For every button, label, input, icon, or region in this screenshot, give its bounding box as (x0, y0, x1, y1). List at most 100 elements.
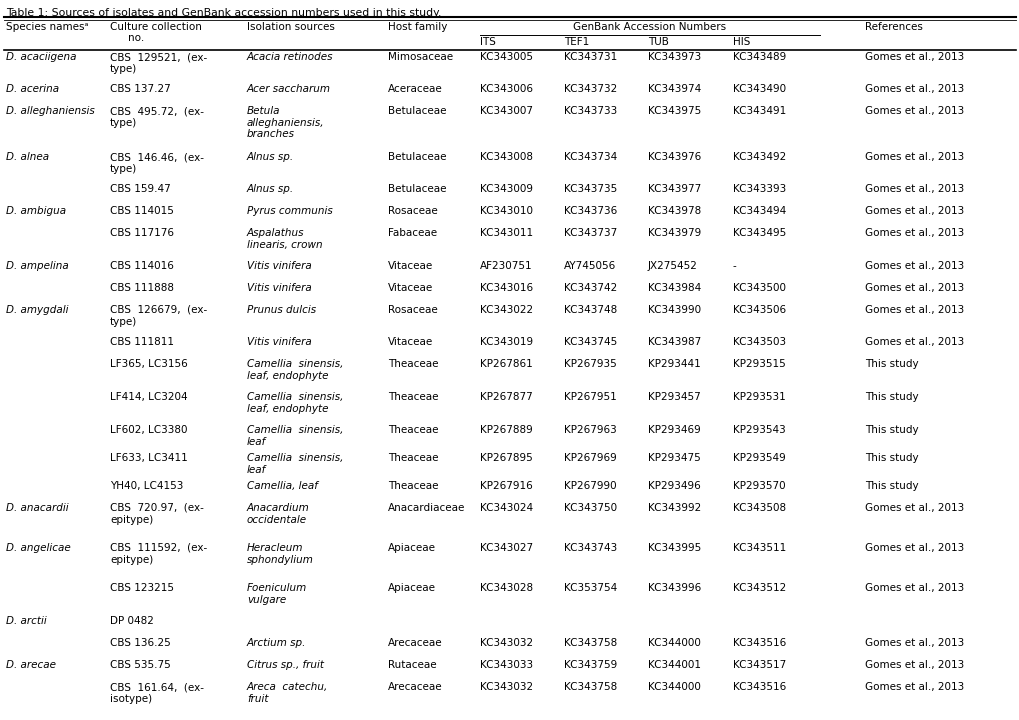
Text: Theaceae: Theaceae (387, 425, 438, 435)
Text: CBS 111888: CBS 111888 (110, 283, 174, 293)
Text: Rutaceae: Rutaceae (387, 660, 436, 670)
Text: Acer saccharum: Acer saccharum (247, 84, 331, 94)
Text: Apiaceae: Apiaceae (387, 543, 435, 553)
Text: KC343393: KC343393 (733, 184, 786, 194)
Text: KC343511: KC343511 (733, 543, 786, 553)
Text: D. alnea: D. alnea (6, 152, 49, 162)
Text: Gomes et al., 2013: Gomes et al., 2013 (864, 283, 963, 293)
Text: Foeniculum
vulgare: Foeniculum vulgare (247, 583, 307, 605)
Text: Camellia  sinensis,
leaf, endophyte: Camellia sinensis, leaf, endophyte (247, 392, 343, 413)
Text: KC343732: KC343732 (564, 84, 616, 94)
Text: CBS 114016: CBS 114016 (110, 261, 173, 271)
Text: KP267916: KP267916 (480, 481, 532, 491)
Text: YH40, LC4153: YH40, LC4153 (110, 481, 183, 491)
Text: KC343979: KC343979 (647, 228, 701, 238)
Text: This study: This study (864, 425, 918, 435)
Text: Gomes et al., 2013: Gomes et al., 2013 (864, 52, 963, 62)
Text: KC343748: KC343748 (564, 305, 616, 315)
Text: KP267877: KP267877 (480, 392, 532, 402)
Text: KC343996: KC343996 (647, 583, 701, 593)
Text: TEF1: TEF1 (564, 37, 589, 47)
Text: KC343995: KC343995 (647, 543, 701, 553)
Text: Gomes et al., 2013: Gomes et al., 2013 (864, 152, 963, 162)
Text: KC343978: KC343978 (647, 206, 701, 216)
Text: CBS 535.75: CBS 535.75 (110, 660, 170, 670)
Text: Citrus sp., fruit: Citrus sp., fruit (247, 660, 324, 670)
Text: KP267889: KP267889 (480, 425, 532, 435)
Text: KP293570: KP293570 (733, 481, 785, 491)
Text: KP293515: KP293515 (733, 359, 785, 369)
Text: KC343494: KC343494 (733, 206, 786, 216)
Text: ITS: ITS (480, 37, 495, 47)
Text: Vitis vinifera: Vitis vinifera (247, 337, 312, 347)
Text: This study: This study (864, 481, 918, 491)
Text: Arecaceae: Arecaceae (387, 682, 442, 692)
Text: KC343008: KC343008 (480, 152, 533, 162)
Text: KC343992: KC343992 (647, 503, 701, 513)
Text: KC343508: KC343508 (733, 503, 786, 513)
Text: KP267969: KP267969 (564, 453, 616, 463)
Text: CBS  111592,  (ex-
epitype): CBS 111592, (ex- epitype) (110, 543, 207, 564)
Text: KC344000: KC344000 (647, 682, 700, 692)
Text: Gomes et al., 2013: Gomes et al., 2013 (864, 682, 963, 692)
Text: Gomes et al., 2013: Gomes et al., 2013 (864, 84, 963, 94)
Text: GenBank Accession Numbers: GenBank Accession Numbers (573, 22, 726, 32)
Text: KC343758: KC343758 (564, 638, 616, 648)
Text: D. amygdali: D. amygdali (6, 305, 68, 315)
Text: KC343516: KC343516 (733, 682, 786, 692)
Text: Anacardiaceae: Anacardiaceae (387, 503, 465, 513)
Text: Gomes et al., 2013: Gomes et al., 2013 (864, 583, 963, 593)
Text: LF414, LC3204: LF414, LC3204 (110, 392, 187, 402)
Text: Gomes et al., 2013: Gomes et al., 2013 (864, 305, 963, 315)
Text: KC343022: KC343022 (480, 305, 533, 315)
Text: KC343019: KC343019 (480, 337, 533, 347)
Text: Anacardium
occidentale: Anacardium occidentale (247, 503, 310, 525)
Text: Gomes et al., 2013: Gomes et al., 2013 (864, 543, 963, 553)
Text: KC344000: KC344000 (647, 638, 700, 648)
Text: AF230751: AF230751 (480, 261, 532, 271)
Text: Vitaceae: Vitaceae (387, 261, 433, 271)
Text: KC343011: KC343011 (480, 228, 533, 238)
Text: Rosaceae: Rosaceae (387, 206, 437, 216)
Text: KC343517: KC343517 (733, 660, 786, 670)
Text: Betulaceae: Betulaceae (387, 184, 446, 194)
Text: KP293441: KP293441 (647, 359, 700, 369)
Text: Vitaceae: Vitaceae (387, 337, 433, 347)
Text: Camellia  sinensis,
leaf: Camellia sinensis, leaf (247, 453, 343, 474)
Text: KP293531: KP293531 (733, 392, 785, 402)
Text: KC343987: KC343987 (647, 337, 701, 347)
Text: CBS 117176: CBS 117176 (110, 228, 174, 238)
Text: D. acerina: D. acerina (6, 84, 59, 94)
Text: Prunus dulcis: Prunus dulcis (247, 305, 316, 315)
Text: Gomes et al., 2013: Gomes et al., 2013 (864, 106, 963, 116)
Text: Theaceae: Theaceae (387, 392, 438, 402)
Text: DP 0482: DP 0482 (110, 616, 154, 626)
Text: KC343731: KC343731 (564, 52, 616, 62)
Text: Gomes et al., 2013: Gomes et al., 2013 (864, 228, 963, 238)
Text: KC343024: KC343024 (480, 503, 533, 513)
Text: KP267951: KP267951 (564, 392, 616, 402)
Text: KC343974: KC343974 (647, 84, 701, 94)
Text: KP267990: KP267990 (564, 481, 616, 491)
Text: This study: This study (864, 359, 918, 369)
Text: CBS 123215: CBS 123215 (110, 583, 174, 593)
Text: D. arctii: D. arctii (6, 616, 47, 626)
Text: no.: no. (127, 33, 144, 43)
Text: Theaceae: Theaceae (387, 481, 438, 491)
Text: KC343977: KC343977 (647, 184, 701, 194)
Text: KC343489: KC343489 (733, 52, 786, 62)
Text: KC343733: KC343733 (564, 106, 616, 116)
Text: KC343500: KC343500 (733, 283, 786, 293)
Text: KC343495: KC343495 (733, 228, 786, 238)
Text: KC343734: KC343734 (564, 152, 616, 162)
Text: Alnus sp.: Alnus sp. (247, 152, 293, 162)
Text: Pyrus communis: Pyrus communis (247, 206, 332, 216)
Text: TUB: TUB (647, 37, 668, 47)
Text: Host family: Host family (387, 22, 447, 32)
Text: KP293475: KP293475 (647, 453, 700, 463)
Text: KC343010: KC343010 (480, 206, 533, 216)
Text: Apiaceae: Apiaceae (387, 583, 435, 593)
Text: Heracleum
sphondylium: Heracleum sphondylium (247, 543, 314, 564)
Text: KC343512: KC343512 (733, 583, 786, 593)
Text: D. acaciigena: D. acaciigena (6, 52, 76, 62)
